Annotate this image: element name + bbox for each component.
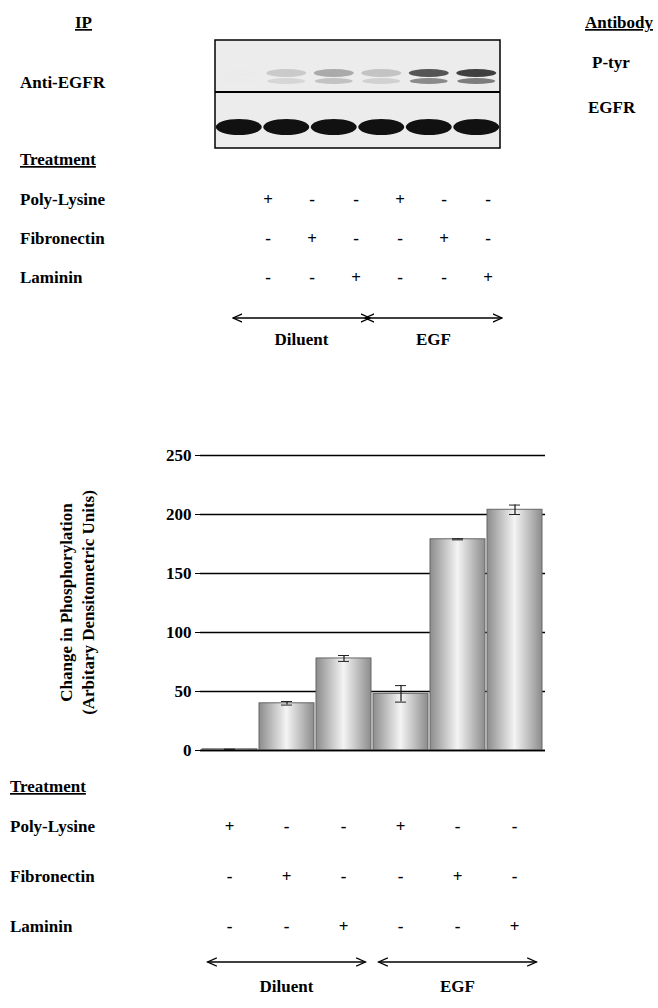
svg-text:EGFR: EGFR [588,98,636,117]
svg-text:+: + [351,268,361,287]
svg-text:-: - [284,817,290,836]
svg-text:+: + [263,190,273,209]
svg-text:-: - [341,817,347,836]
svg-text:-: - [441,268,447,287]
svg-text:+: + [225,817,235,836]
svg-text:-: - [485,229,491,248]
svg-text:Laminin: Laminin [20,268,83,287]
svg-text:-: - [353,229,359,248]
svg-text:+: + [282,867,292,886]
svg-text:-: - [441,190,447,209]
svg-text:Treatment: Treatment [20,150,96,169]
svg-text:+: + [395,190,405,209]
svg-text:Treatment: Treatment [10,777,86,796]
svg-text:50: 50 [175,682,192,701]
svg-text:Antibody: Antibody [585,13,654,32]
svg-text:+: + [510,917,520,936]
svg-text:IP: IP [75,13,92,32]
svg-text:-: - [512,817,518,836]
svg-text:Poly-Lysine: Poly-Lysine [20,190,105,209]
svg-text:-: - [341,867,347,886]
svg-text:-: - [353,190,359,209]
svg-text:EGF: EGF [416,330,451,349]
svg-text:Diluent: Diluent [260,977,314,996]
svg-text:Laminin: Laminin [10,917,73,936]
svg-text:-: - [227,867,233,886]
svg-text:P-tyr: P-tyr [592,53,630,72]
svg-text:-: - [309,268,315,287]
svg-text:150: 150 [166,564,192,583]
svg-text:EGF: EGF [440,977,475,996]
svg-text:Change in Phosphorylation: Change in Phosphorylation [57,503,76,702]
svg-text:-: - [455,817,461,836]
svg-text:-: - [309,190,315,209]
svg-text:+: + [307,229,317,248]
svg-text:-: - [398,917,404,936]
svg-text:-: - [227,917,233,936]
svg-text:Fibronectin: Fibronectin [10,867,95,886]
svg-text:100: 100 [166,623,192,642]
svg-text:+: + [453,867,463,886]
svg-text:0: 0 [183,741,192,760]
svg-text:-: - [455,917,461,936]
svg-text:200: 200 [166,505,192,524]
svg-text:+: + [396,817,406,836]
svg-text:Fibronectin: Fibronectin [20,229,105,248]
svg-text:250: 250 [166,446,192,465]
svg-text:-: - [512,867,518,886]
svg-text:-: - [398,867,404,886]
svg-text:-: - [284,917,290,936]
svg-text:-: - [265,268,271,287]
svg-text:-: - [397,268,403,287]
svg-text:-: - [397,229,403,248]
svg-text:+: + [339,917,349,936]
svg-text:Diluent: Diluent [275,330,329,349]
svg-text:(Arbitary Densitometric Units): (Arbitary Densitometric Units) [79,490,98,715]
svg-text:Poly-Lysine: Poly-Lysine [10,817,95,836]
svg-text:-: - [485,190,491,209]
svg-text:+: + [439,229,449,248]
svg-text:Anti-EGFR: Anti-EGFR [20,73,106,92]
svg-text:+: + [483,268,493,287]
svg-text:-: - [265,229,271,248]
